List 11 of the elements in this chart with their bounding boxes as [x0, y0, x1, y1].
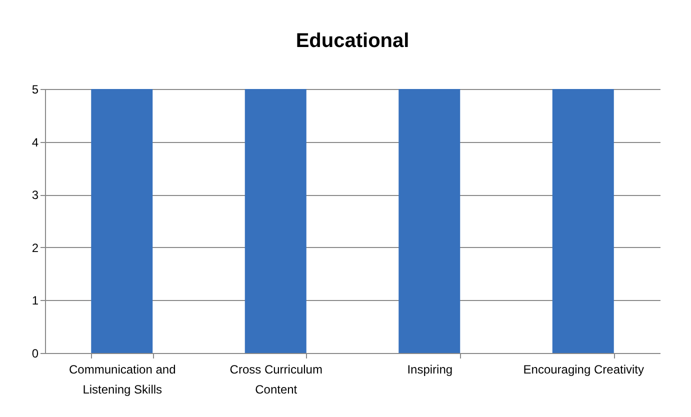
x-tick-label: Communication and Listening Skills	[69, 362, 176, 396]
chart-title: Educational	[296, 30, 410, 52]
y-tick-label: 4	[32, 135, 39, 150]
y-tick-label: 2	[32, 240, 39, 255]
y-tick-label: 1	[32, 294, 39, 308]
y-tick-label: 5	[32, 82, 39, 96]
x-tick-label: Encouraging Creativity	[523, 362, 644, 376]
x-tick-label: Inspiring	[407, 362, 453, 376]
y-tick-label: 3	[32, 188, 39, 202]
x-tick-label: Cross Curriculum Content	[230, 362, 322, 396]
y-tick-label: 0	[32, 346, 39, 360]
